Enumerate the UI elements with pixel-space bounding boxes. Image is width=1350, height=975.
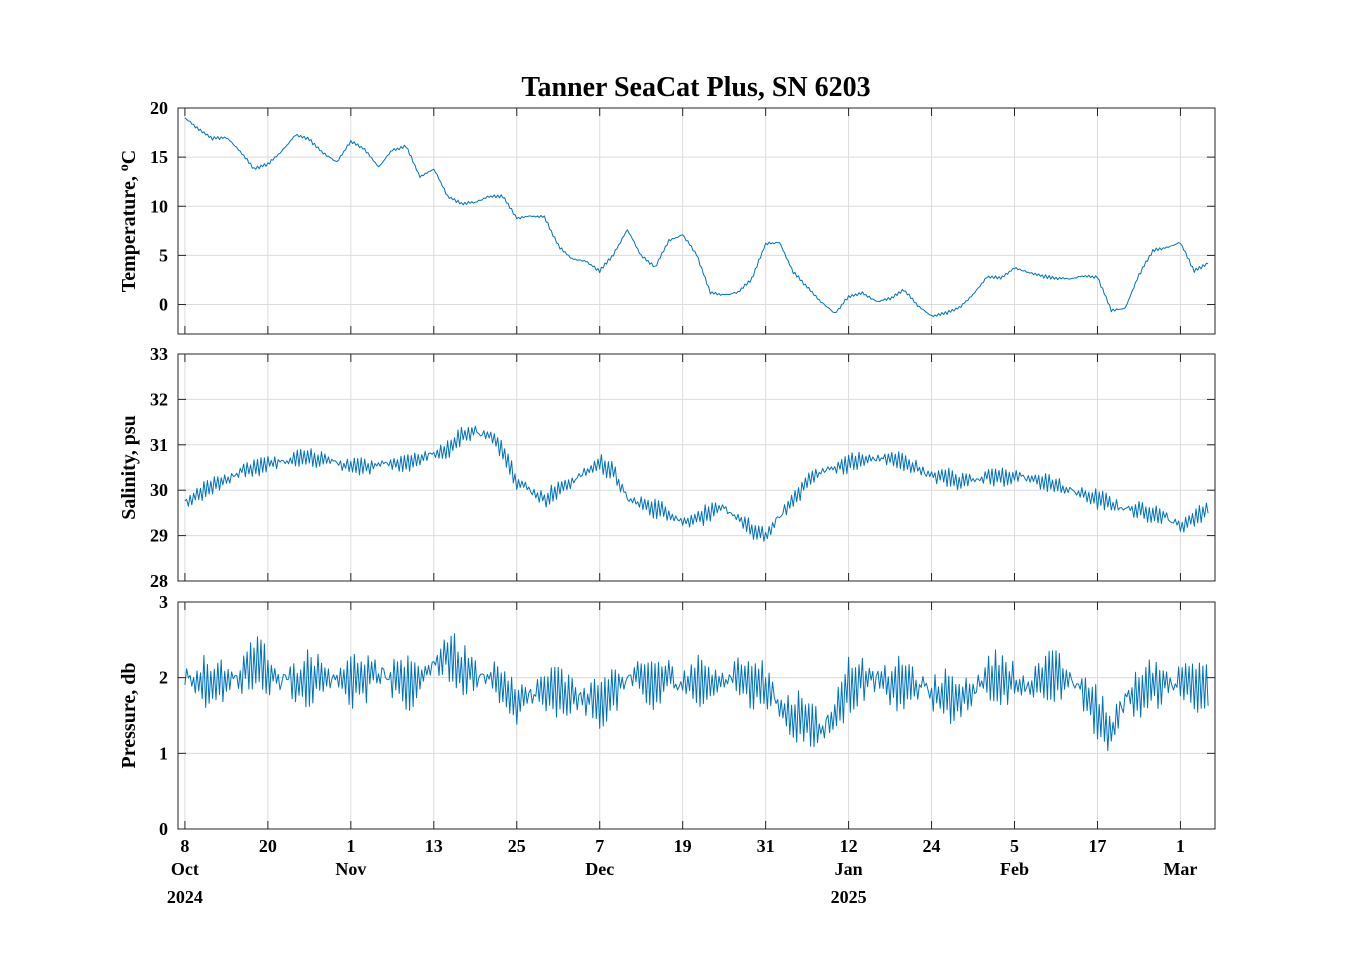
x-tick-label-day: 5 xyxy=(1010,836,1019,856)
y-tick-label: 5 xyxy=(159,245,168,265)
series-line-3 xyxy=(184,633,1209,752)
x-tick-label-month: Mar xyxy=(1163,859,1197,879)
x-tick-label-month: Jan xyxy=(835,859,863,879)
y-tick-label: 3 xyxy=(159,592,168,612)
y-tick-label: 0 xyxy=(159,295,168,315)
y-axis-label-unit: C xyxy=(118,150,140,164)
chart-title: Tanner SeaCat Plus, SN 6203 xyxy=(521,72,870,103)
y-tick-label: 32 xyxy=(150,389,168,409)
panel-3: 0 1 2 3 Pressure, db xyxy=(118,592,1216,839)
y-tick-label: 33 xyxy=(150,344,168,364)
x-tick-label-day: 25 xyxy=(508,836,526,856)
panel-2: 28 29 30 31 32 33 Salinity, psu xyxy=(118,344,1216,591)
x-tick-label-month: Oct xyxy=(171,859,199,879)
y-axis-label-superscript: o xyxy=(117,164,132,171)
x-tick-label-day: 24 xyxy=(923,836,941,856)
panel-1: 0 5 10 15 20 Temperature, oC xyxy=(117,98,1216,335)
x-tick-label-day: 31 xyxy=(757,836,775,856)
x-tick-label-day: 1 xyxy=(346,836,355,856)
series-line-2 xyxy=(184,425,1209,542)
y-tick-label: 29 xyxy=(150,526,168,546)
y-tick-label: 28 xyxy=(150,571,168,591)
x-tick-label-day: 1 xyxy=(1176,836,1185,856)
x-tick-label-year: 2025 xyxy=(831,887,867,907)
x-tick-label-day: 19 xyxy=(674,836,692,856)
series-line-1 xyxy=(184,117,1209,318)
y-axis-label: Temperature, oC xyxy=(117,150,141,293)
y-tick-label: 10 xyxy=(150,196,168,216)
y-tick-label: 20 xyxy=(150,98,168,118)
x-tick-label-month: Nov xyxy=(335,859,366,879)
y-tick-label: 15 xyxy=(150,147,168,167)
x-tick-label-day: 17 xyxy=(1088,836,1106,856)
axes-frame xyxy=(177,601,1216,830)
axes-frame xyxy=(177,107,1216,335)
x-tick-label-day: 8 xyxy=(180,836,189,856)
y-axis-label: Pressure, db xyxy=(118,663,140,769)
x-tick-labels: 8 Oct 2024 20 1 Nov 13 25 7 Dec 19 31 12 Jan 2025 24 5 Fe… xyxy=(167,836,1198,907)
y-tick-label: 30 xyxy=(150,480,168,500)
x-tick-label-day: 7 xyxy=(595,836,604,856)
y-tick-label: 31 xyxy=(150,435,168,455)
y-tick-label: 1 xyxy=(159,743,168,763)
y-axis-label: Salinity, psu xyxy=(118,415,140,520)
y-tick-label: 0 xyxy=(159,819,168,839)
x-tick-label-day: 13 xyxy=(425,836,443,856)
x-tick-label-year: 2024 xyxy=(167,887,203,907)
x-tick-label-month: Dec xyxy=(585,859,614,879)
y-tick-label: 2 xyxy=(159,668,168,688)
x-tick-label-day: 20 xyxy=(259,836,277,856)
x-tick-label-month: Feb xyxy=(1000,859,1029,879)
x-tick-label-day: 12 xyxy=(840,836,858,856)
axes-frame xyxy=(177,353,1216,582)
